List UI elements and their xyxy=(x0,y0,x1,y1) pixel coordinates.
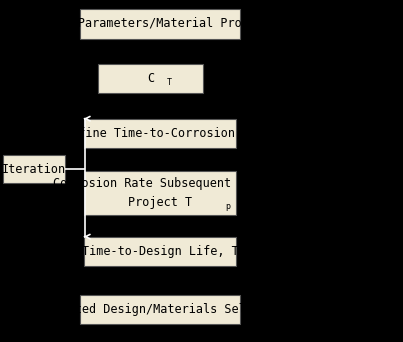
Text: p: p xyxy=(226,202,231,211)
Bar xyxy=(84,119,237,148)
Text: i –: i – xyxy=(355,183,370,192)
Text: Iteration: Iteration xyxy=(2,163,66,176)
Text: C: C xyxy=(147,72,154,85)
Text: Define Time-to-Corrosion, T: Define Time-to-Corrosion, T xyxy=(64,127,256,140)
Text: T: T xyxy=(166,78,171,87)
Bar xyxy=(98,64,202,93)
Text: i: i xyxy=(337,132,342,141)
Bar xyxy=(84,237,237,266)
Bar xyxy=(80,295,240,324)
Bar xyxy=(3,155,65,183)
Text: Project T: Project T xyxy=(128,196,192,209)
Text: Completed Design/Materials Selection: Completed Design/Materials Selection xyxy=(32,303,288,316)
Bar xyxy=(80,9,240,39)
Text: Time-to-Design Life, T: Time-to-Design Life, T xyxy=(82,245,239,258)
Text: Corrosion Rate Subsequent to T: Corrosion Rate Subsequent to T xyxy=(53,177,267,190)
Text: mf: mf xyxy=(306,250,316,259)
Text: Design Parameters/Material Properties: Design Parameters/Material Properties xyxy=(28,17,292,30)
Bar xyxy=(84,171,237,215)
